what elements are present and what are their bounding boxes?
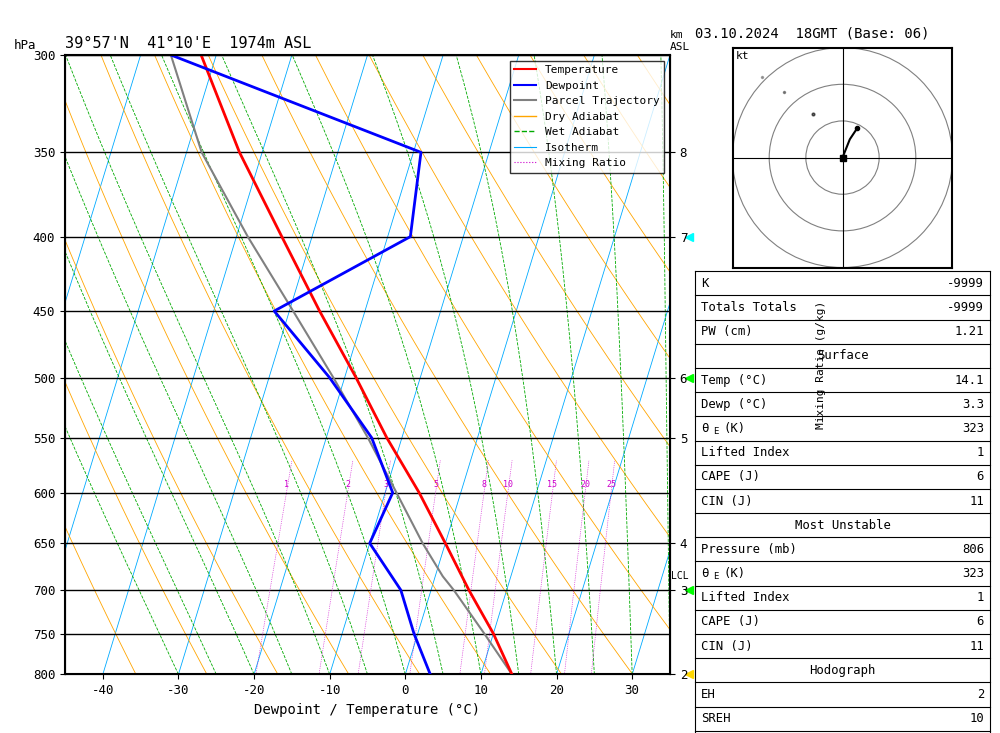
Text: PW (cm): PW (cm) [701,325,753,338]
Text: 10: 10 [969,712,984,725]
Legend: Temperature, Dewpoint, Parcel Trajectory, Dry Adiabat, Wet Adiabat, Isotherm, Mi: Temperature, Dewpoint, Parcel Trajectory… [510,61,664,173]
Text: Mixing Ratio (g/kg): Mixing Ratio (g/kg) [816,301,826,429]
Text: -9999: -9999 [947,277,984,290]
Text: θ: θ [701,567,708,580]
Text: 806: 806 [962,543,984,556]
Text: 6: 6 [977,471,984,483]
Text: EH: EH [701,688,716,701]
Text: Temp (°C): Temp (°C) [701,374,767,386]
Text: 11: 11 [969,640,984,652]
Text: E: E [713,572,718,581]
Text: θ: θ [701,422,708,435]
Text: 3: 3 [383,480,388,489]
Text: 8: 8 [482,480,487,489]
Text: (K): (K) [723,567,745,580]
Text: Totals Totals: Totals Totals [701,301,797,314]
Text: Lifted Index: Lifted Index [701,446,790,459]
Text: 03.10.2024  18GMT (Base: 06): 03.10.2024 18GMT (Base: 06) [695,26,930,40]
Text: SREH: SREH [701,712,730,725]
Text: LCL: LCL [671,571,689,581]
Text: 20: 20 [580,480,590,489]
Text: 1: 1 [977,446,984,459]
Text: 1.21: 1.21 [954,325,984,338]
Text: 323: 323 [962,567,984,580]
Text: CAPE (J): CAPE (J) [701,616,760,628]
Text: K: K [701,277,708,290]
Text: 14.1: 14.1 [954,374,984,386]
Text: -9999: -9999 [947,301,984,314]
Text: Most Unstable: Most Unstable [795,519,890,531]
Text: 15: 15 [547,480,557,489]
Text: 25: 25 [606,480,616,489]
Text: Dewp (°C): Dewp (°C) [701,398,767,410]
Text: 39°57'N  41°10'E  1974m ASL: 39°57'N 41°10'E 1974m ASL [65,36,311,51]
Text: CIN (J): CIN (J) [701,640,753,652]
Text: 3.3: 3.3 [962,398,984,410]
Text: hPa: hPa [14,39,36,52]
Text: Surface: Surface [817,350,868,362]
Text: 1: 1 [977,592,984,604]
Text: 6: 6 [977,616,984,628]
Text: km
ASL: km ASL [670,30,690,52]
Text: CAPE (J): CAPE (J) [701,471,760,483]
Text: E: E [713,427,718,436]
Text: CIN (J): CIN (J) [701,495,753,507]
Text: 10: 10 [503,480,513,489]
Text: 5: 5 [433,480,438,489]
Text: Lifted Index: Lifted Index [701,592,790,604]
Text: Hodograph: Hodograph [809,664,876,677]
Text: (K): (K) [723,422,745,435]
Text: 1: 1 [284,480,289,489]
Text: 2: 2 [977,688,984,701]
Text: 11: 11 [969,495,984,507]
Text: 2: 2 [345,480,350,489]
Text: 323: 323 [962,422,984,435]
X-axis label: Dewpoint / Temperature (°C): Dewpoint / Temperature (°C) [254,703,481,717]
Text: kt: kt [736,51,750,61]
Text: Pressure (mb): Pressure (mb) [701,543,797,556]
